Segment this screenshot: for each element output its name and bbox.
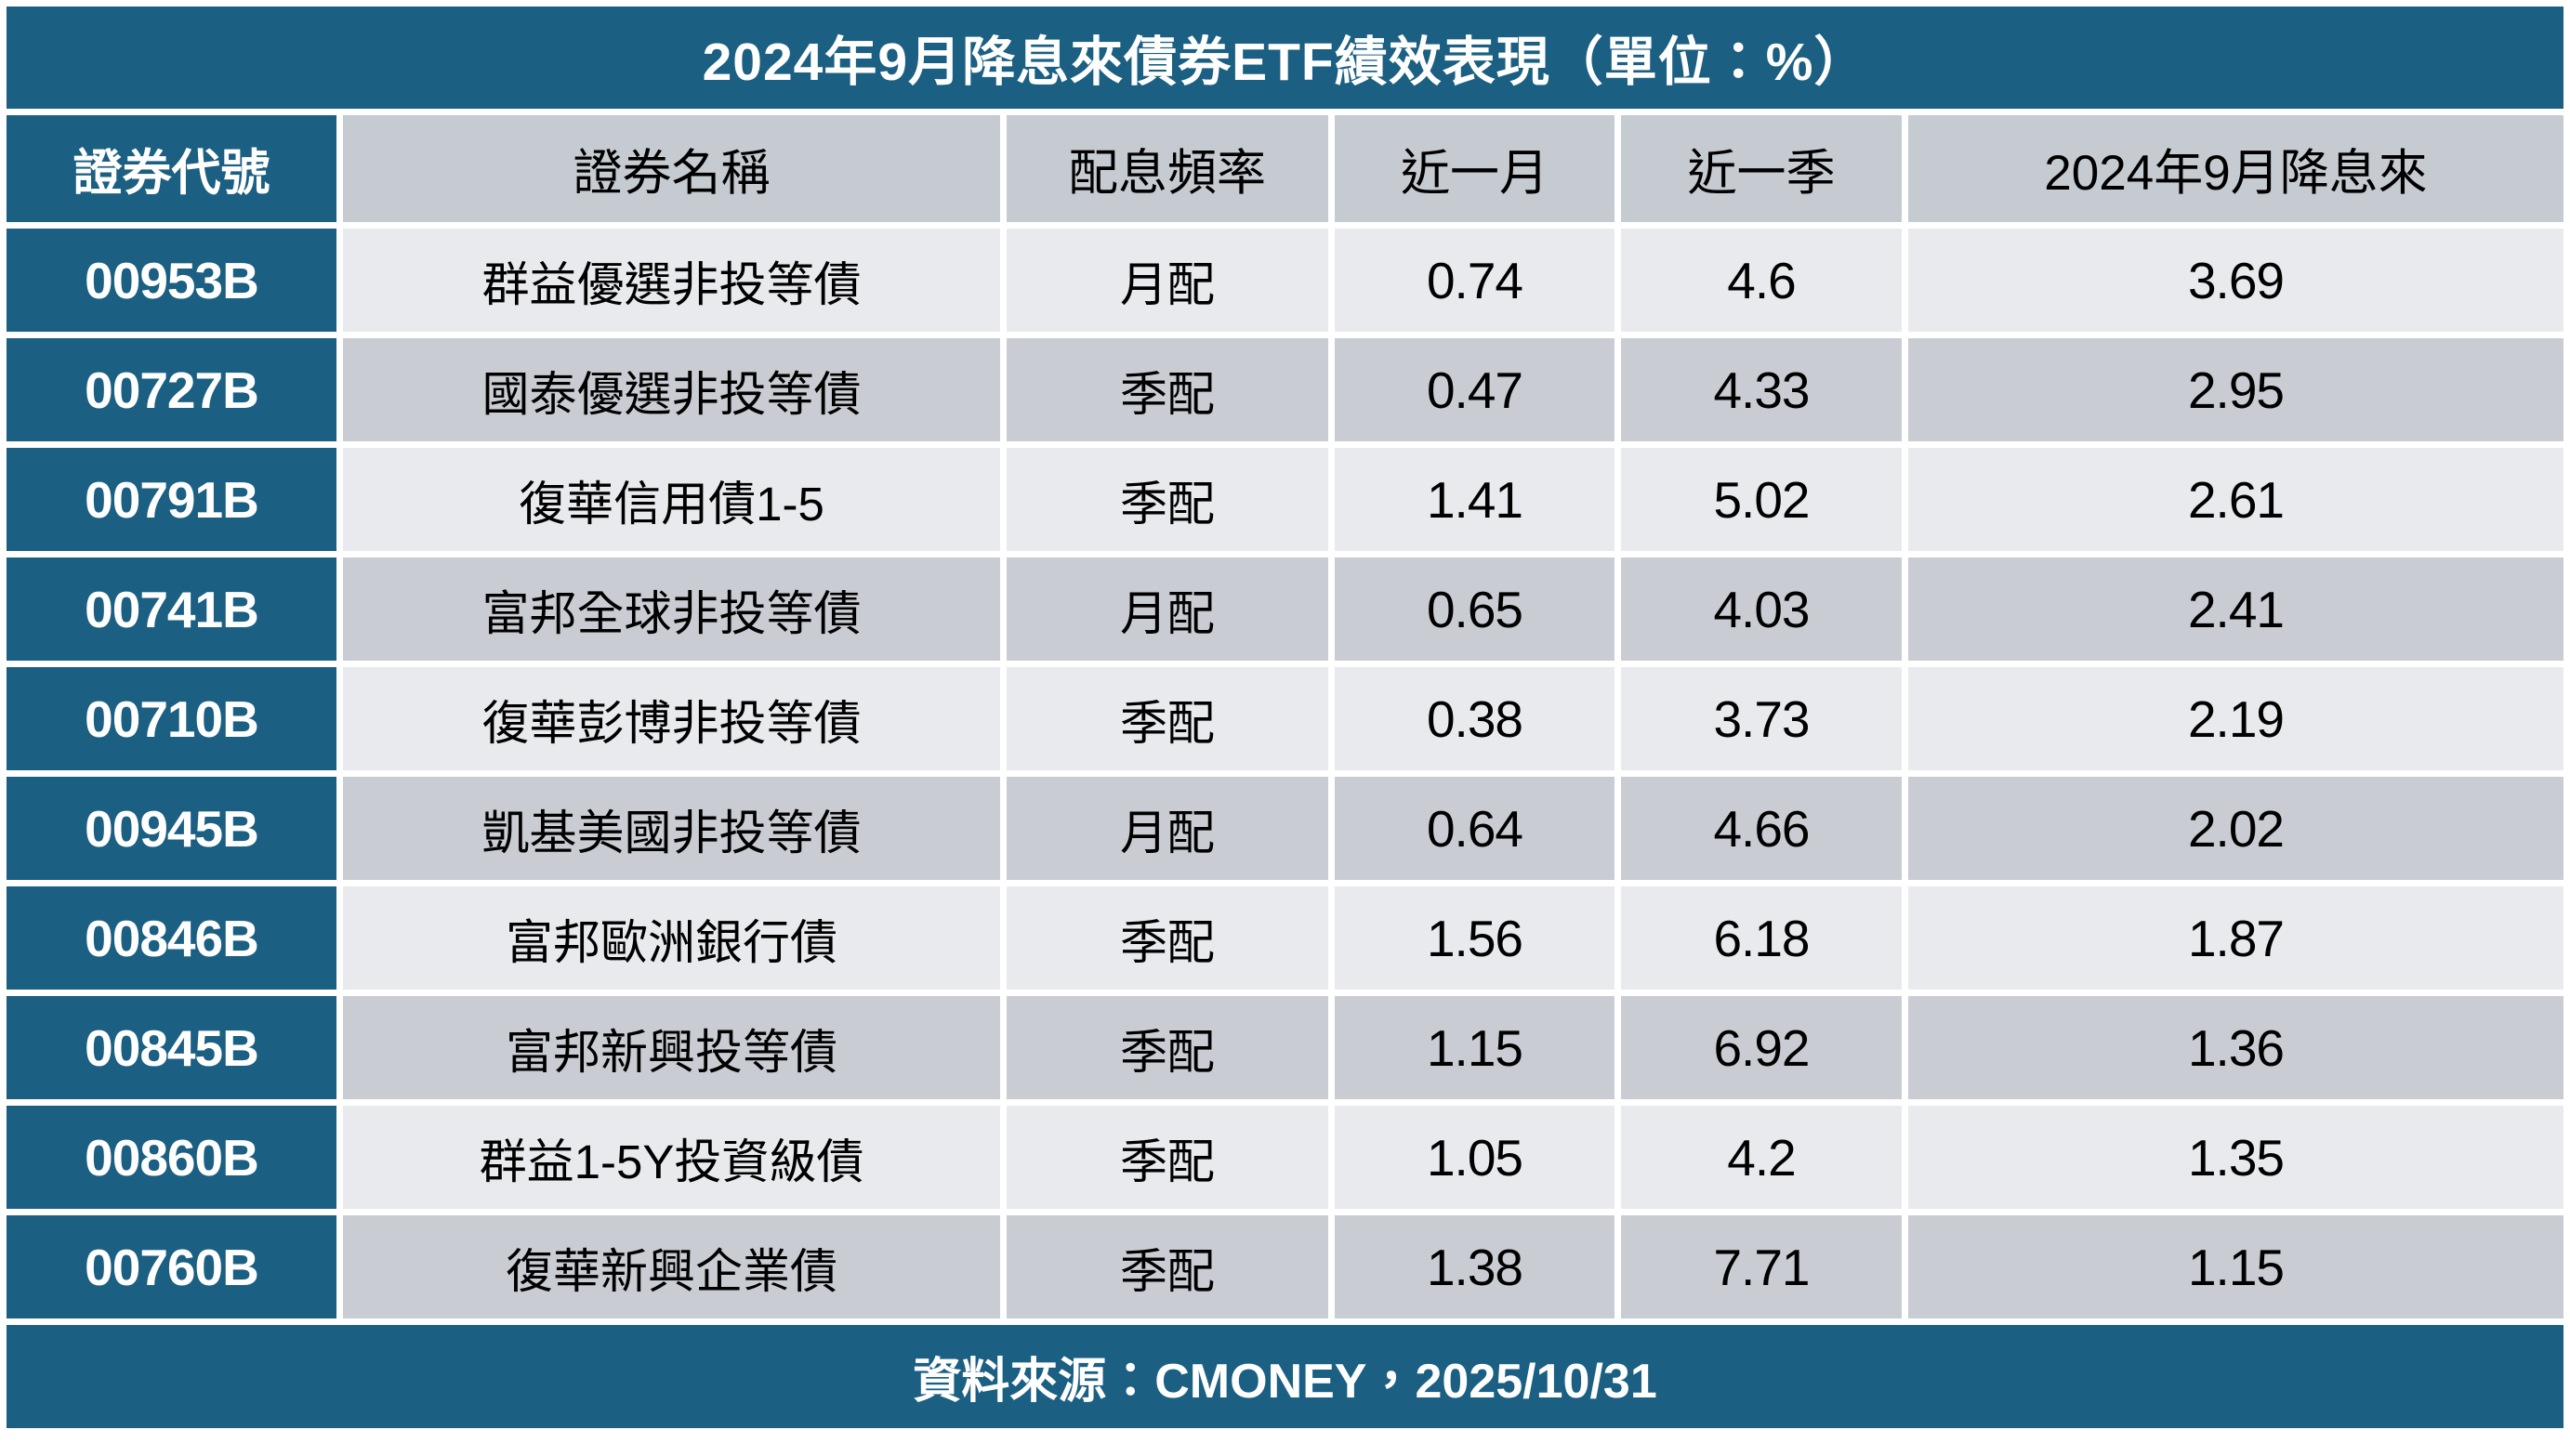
dividend-frequency-cell: 季配 [1007,667,1328,770]
etf-code-cell: 00845B [7,996,336,1099]
return-1month-cell: 0.64 [1335,777,1614,880]
return-1month-cell: 0.74 [1335,229,1614,332]
etf-code-cell: 00953B [7,229,336,332]
return-1month-cell: 0.65 [1335,557,1614,661]
table-row: 00953B 群益優選非投等債 月配 0.74 4.6 3.69 [7,229,2563,332]
return-1quarter-cell: 4.6 [1621,229,1902,332]
etf-code-cell: 00741B [7,557,336,661]
return-since-cut-cell: 2.19 [1908,667,2563,770]
etf-code-cell: 00760B [7,1215,336,1318]
dividend-frequency-cell: 季配 [1007,996,1328,1099]
return-since-cut-cell: 1.36 [1908,996,2563,1099]
dividend-frequency-cell: 季配 [1007,1215,1328,1318]
column-header-code: 證券代號 [7,115,336,222]
return-since-cut-cell: 3.69 [1908,229,2563,332]
etf-code-cell: 00710B [7,667,336,770]
return-since-cut-cell: 2.95 [1908,338,2563,441]
return-1month-cell: 1.56 [1335,886,1614,990]
etf-code-cell: 00945B [7,777,336,880]
return-1quarter-cell: 4.2 [1621,1106,1902,1209]
dividend-frequency-cell: 月配 [1007,557,1328,661]
source-note: 資料來源：CMONEY，2025/10/31 [7,1325,2563,1428]
etf-name-cell: 復華新興企業債 [343,1215,1000,1318]
return-1month-cell: 1.05 [1335,1106,1614,1209]
return-1quarter-cell: 6.92 [1621,996,1902,1099]
table-body: 00953B 群益優選非投等債 月配 0.74 4.6 3.69 00727B 國泰優選非投等… [7,229,2563,1318]
etf-name-cell: 富邦新興投等債 [343,996,1000,1099]
table-row: 00945B 凱基美國非投等債 月配 0.64 4.66 2.02 [7,777,2563,880]
table-title: 2024年9月降息來債券ETF績效表現（單位：%） [7,7,2563,109]
title-row: 2024年9月降息來債券ETF績效表現（單位：%） [7,7,2563,109]
return-since-cut-cell: 2.02 [1908,777,2563,880]
dividend-frequency-cell: 月配 [1007,229,1328,332]
etf-code-cell: 00791B [7,448,336,551]
column-header-1quarter: 近一季 [1621,115,1902,222]
etf-name-cell: 凱基美國非投等債 [343,777,1000,880]
return-1quarter-cell: 5.02 [1621,448,1902,551]
etf-name-cell: 復華彭博非投等債 [343,667,1000,770]
etf-code-cell: 00846B [7,886,336,990]
return-1month-cell: 1.15 [1335,996,1614,1099]
column-header-frequency: 配息頻率 [1007,115,1328,222]
return-since-cut-cell: 2.61 [1908,448,2563,551]
dividend-frequency-cell: 季配 [1007,886,1328,990]
footer-row: 資料來源：CMONEY，2025/10/31 [7,1325,2563,1428]
etf-code-cell: 00860B [7,1106,336,1209]
return-1quarter-cell: 4.66 [1621,777,1902,880]
etf-code-cell: 00727B [7,338,336,441]
return-since-cut-cell: 2.41 [1908,557,2563,661]
table-row: 00860B 群益1-5Y投資級債 季配 1.05 4.2 1.35 [7,1106,2563,1209]
table-row: 00727B 國泰優選非投等債 季配 0.47 4.33 2.95 [7,338,2563,441]
return-1month-cell: 0.38 [1335,667,1614,770]
column-header-since-cut: 2024年9月降息來 [1908,115,2563,222]
table-row: 00741B 富邦全球非投等債 月配 0.65 4.03 2.41 [7,557,2563,661]
dividend-frequency-cell: 季配 [1007,1106,1328,1209]
dividend-frequency-cell: 季配 [1007,338,1328,441]
header-row: 證券代號 證券名稱 配息頻率 近一月 近一季 2024年9月降息來 [7,115,2563,222]
return-1quarter-cell: 4.03 [1621,557,1902,661]
return-since-cut-cell: 1.87 [1908,886,2563,990]
etf-name-cell: 國泰優選非投等債 [343,338,1000,441]
return-1quarter-cell: 4.33 [1621,338,1902,441]
column-header-1month: 近一月 [1335,115,1614,222]
etf-name-cell: 富邦全球非投等債 [343,557,1000,661]
return-since-cut-cell: 1.15 [1908,1215,2563,1318]
etf-name-cell: 富邦歐洲銀行債 [343,886,1000,990]
table-row: 00846B 富邦歐洲銀行債 季配 1.56 6.18 1.87 [7,886,2563,990]
table-row: 00710B 復華彭博非投等債 季配 0.38 3.73 2.19 [7,667,2563,770]
table-row: 00845B 富邦新興投等債 季配 1.15 6.92 1.36 [7,996,2563,1099]
return-1month-cell: 1.41 [1335,448,1614,551]
etf-name-cell: 群益優選非投等債 [343,229,1000,332]
return-1quarter-cell: 3.73 [1621,667,1902,770]
etf-name-cell: 復華信用債1-5 [343,448,1000,551]
etf-name-cell: 群益1-5Y投資級債 [343,1106,1000,1209]
return-1quarter-cell: 7.71 [1621,1215,1902,1318]
return-1month-cell: 1.38 [1335,1215,1614,1318]
dividend-frequency-cell: 月配 [1007,777,1328,880]
dividend-frequency-cell: 季配 [1007,448,1328,551]
table-row: 00760B 復華新興企業債 季配 1.38 7.71 1.15 [7,1215,2563,1318]
column-header-name: 證券名稱 [343,115,1000,222]
return-1quarter-cell: 6.18 [1621,886,1902,990]
return-since-cut-cell: 1.35 [1908,1106,2563,1209]
return-1month-cell: 0.47 [1335,338,1614,441]
table-row: 00791B 復華信用債1-5 季配 1.41 5.02 2.61 [7,448,2563,551]
